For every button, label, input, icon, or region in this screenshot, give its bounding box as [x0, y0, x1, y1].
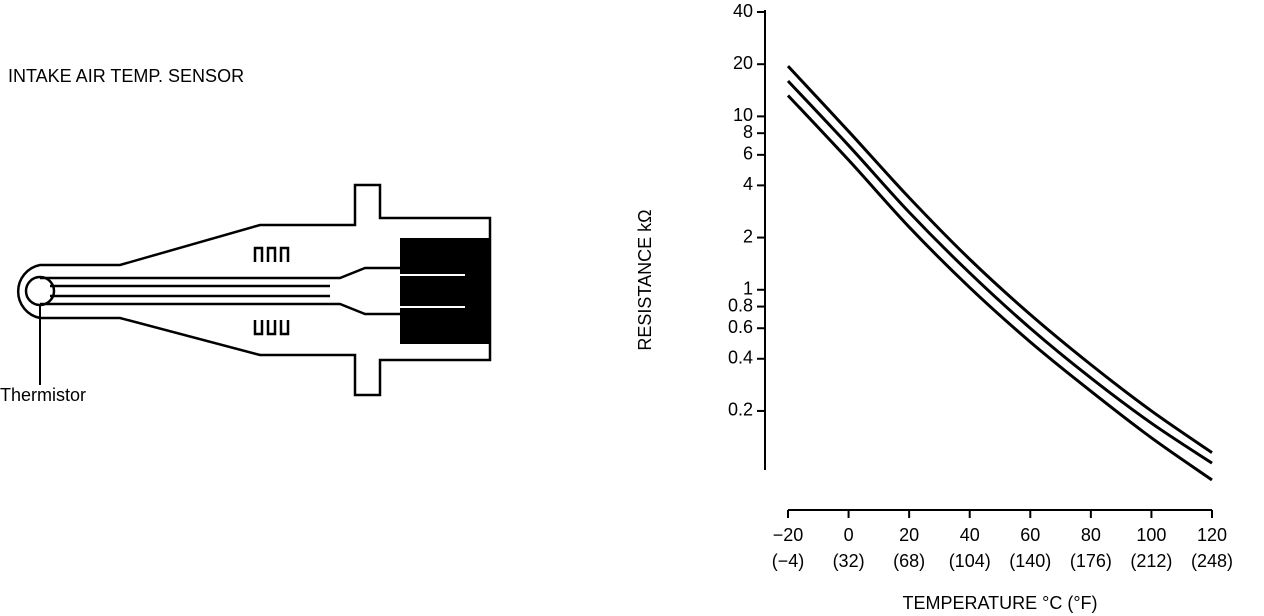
x-axis-label: TEMPERATURE °C (°F): [902, 593, 1097, 613]
x-tick-sublabel: (32): [833, 551, 865, 571]
diagram-title: INTAKE AIR TEMP. SENSOR: [8, 66, 244, 86]
y-tick-label: 6: [743, 144, 753, 164]
x-tick-sublabel: (140): [1009, 551, 1051, 571]
x-tick-sublabel: (212): [1130, 551, 1172, 571]
x-tick-label: 100: [1136, 525, 1166, 545]
x-tick-sublabel: (−4): [772, 551, 805, 571]
curve: [786, 65, 1213, 454]
x-tick-sublabel: (68): [893, 551, 925, 571]
x-tick-label: 60: [1020, 525, 1040, 545]
y-tick-label: 0.6: [728, 317, 753, 337]
y-tick-label: 1: [743, 279, 753, 299]
y-tick-label: 0.4: [728, 348, 753, 368]
x-tick-label: 80: [1081, 525, 1101, 545]
x-tick-sublabel: (104): [949, 551, 991, 571]
y-tick-label: 8: [743, 122, 753, 142]
y-tick-label: 4: [743, 174, 753, 194]
y-tick-label: 2: [743, 226, 753, 246]
curve: [786, 79, 1213, 465]
y-tick-label: 10: [733, 105, 753, 125]
x-tick-label: 120: [1197, 525, 1227, 545]
x-tick-label: −20: [773, 525, 804, 545]
y-tick-label: 0.2: [728, 400, 753, 420]
x-tick-label: 0: [844, 525, 854, 545]
diagram-label: Thermistor: [0, 385, 86, 405]
x-tick-label: 40: [960, 525, 980, 545]
y-tick-label: 40: [733, 1, 753, 21]
y-axis-label: RESISTANCE kΩ: [635, 209, 655, 350]
sensor-drawing: [16, 183, 492, 397]
curve: [786, 94, 1213, 482]
x-tick-sublabel: (176): [1070, 551, 1112, 571]
y-tick-label: 0.8: [728, 295, 753, 315]
x-tick-label: 20: [899, 525, 919, 545]
y-tick-label: 20: [733, 53, 753, 73]
x-tick-sublabel: (248): [1191, 551, 1233, 571]
